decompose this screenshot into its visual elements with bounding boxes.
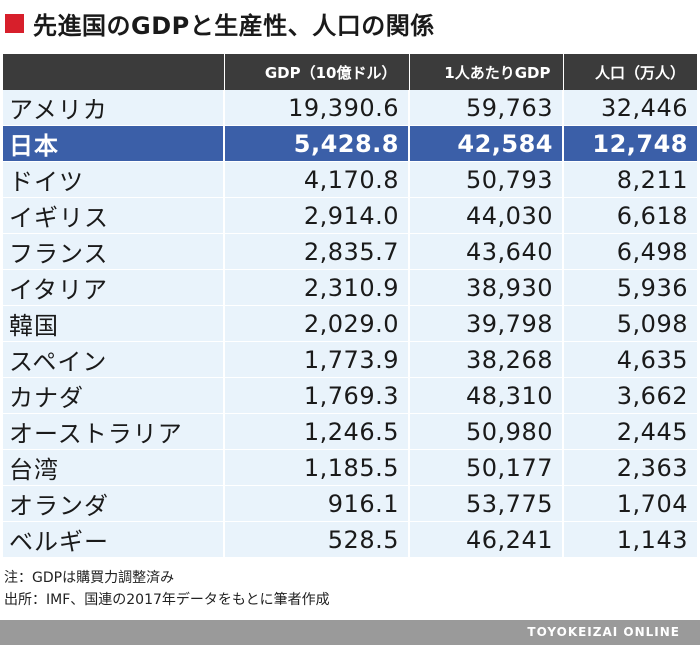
gdp-per-capita-cell: 50,177 bbox=[409, 449, 564, 486]
population-cell: 3,662 bbox=[563, 377, 697, 414]
column-header bbox=[3, 54, 225, 90]
gdp-per-capita-cell: 43,640 bbox=[409, 233, 564, 270]
gdp-cell: 528.5 bbox=[224, 521, 410, 558]
gdp-cell: 5,428.8 bbox=[224, 125, 410, 162]
table-row: オランダ 916.1 53,775 1,704 bbox=[3, 485, 697, 522]
table-row: 台湾 1,185.5 50,177 2,363 bbox=[3, 449, 697, 486]
gdp-per-capita-cell: 50,980 bbox=[409, 413, 564, 450]
table-row: アメリカ 19,390.6 59,763 32,446 bbox=[3, 90, 697, 126]
table-row: ベルギー 528.5 46,241 1,143 bbox=[3, 521, 697, 558]
table-row: イタリア 2,310.9 38,930 5,936 bbox=[3, 269, 697, 306]
gdp-cell: 1,773.9 bbox=[224, 341, 410, 378]
gdp-per-capita-cell: 38,930 bbox=[409, 269, 564, 306]
gdp-cell: 2,914.0 bbox=[224, 197, 410, 234]
country-cell: ベルギー bbox=[3, 521, 225, 558]
population-cell: 6,618 bbox=[563, 197, 697, 234]
gdp-cell: 19,390.6 bbox=[224, 90, 410, 126]
gdp-per-capita-cell: 39,798 bbox=[409, 305, 564, 342]
column-header-population: 人口（万人） bbox=[563, 54, 697, 90]
country-cell: 韓国 bbox=[3, 305, 225, 342]
table-row: フランス 2,835.7 43,640 6,498 bbox=[3, 233, 697, 270]
country-cell: オランダ bbox=[3, 485, 225, 522]
column-header-gdp-per-capita: 1人あたりGDP bbox=[409, 54, 564, 90]
gdp-per-capita-cell: 59,763 bbox=[409, 90, 564, 126]
population-cell: 6,498 bbox=[563, 233, 697, 270]
gdp-per-capita-cell: 42,584 bbox=[409, 125, 564, 162]
country-cell: フランス bbox=[3, 233, 225, 270]
population-cell: 5,098 bbox=[563, 305, 697, 342]
country-cell: アメリカ bbox=[3, 90, 225, 126]
population-cell: 12,748 bbox=[563, 125, 697, 162]
gdp-cell: 2,835.7 bbox=[224, 233, 410, 270]
table-row: ドイツ 4,170.8 50,793 8,211 bbox=[3, 161, 697, 198]
note-adjustment: 注：GDPは購買力調整済み bbox=[4, 570, 175, 586]
gdp-per-capita-cell: 50,793 bbox=[409, 161, 564, 198]
table-row: 韓国 2,029.0 39,798 5,098 bbox=[3, 305, 697, 342]
gdp-cell: 1,185.5 bbox=[224, 449, 410, 486]
population-cell: 1,143 bbox=[563, 521, 697, 558]
data-table: GDP（10億ドル） 1人あたりGDP 人口（万人） アメリカ 19,390.6 5… bbox=[3, 54, 697, 558]
population-cell: 4,635 bbox=[563, 341, 697, 378]
country-cell: イギリス bbox=[3, 197, 225, 234]
column-header-gdp: GDP（10億ドル） bbox=[224, 54, 410, 90]
table-row: カナダ 1,769.3 48,310 3,662 bbox=[3, 377, 697, 414]
country-cell: スペイン bbox=[3, 341, 225, 378]
gdp-cell: 916.1 bbox=[224, 485, 410, 522]
gdp-per-capita-cell: 44,030 bbox=[409, 197, 564, 234]
gdp-per-capita-cell: 53,775 bbox=[409, 485, 564, 522]
notes: 注：GDPは購買力調整済み 出所：IMF、国連の2017年データをもとに筆者作成 bbox=[4, 567, 330, 611]
gdp-per-capita-cell: 48,310 bbox=[409, 377, 564, 414]
country-cell: カナダ bbox=[3, 377, 225, 414]
country-cell: オーストラリア bbox=[3, 413, 225, 450]
note-source: 出所：IMF、国連の2017年データをもとに筆者作成 bbox=[4, 592, 330, 608]
table-row: イギリス 2,914.0 44,030 6,618 bbox=[3, 197, 697, 234]
population-cell: 2,363 bbox=[563, 449, 697, 486]
population-cell: 2,445 bbox=[563, 413, 697, 450]
footer-brand: TOYOKEIZAI ONLINE bbox=[0, 620, 700, 645]
country-cell: ドイツ bbox=[3, 161, 225, 198]
gdp-per-capita-cell: 46,241 bbox=[409, 521, 564, 558]
title-square-icon bbox=[5, 13, 24, 33]
table-row: スペイン 1,773.9 38,268 4,635 bbox=[3, 341, 697, 378]
title-bar: 先進国のGDPと生産性、人口の関係 bbox=[5, 6, 435, 40]
country-cell: イタリア bbox=[3, 269, 225, 306]
population-cell: 8,211 bbox=[563, 161, 697, 198]
country-cell: 日本 bbox=[3, 125, 225, 162]
gdp-cell: 4,170.8 bbox=[224, 161, 410, 198]
gdp-cell: 1,769.3 bbox=[224, 377, 410, 414]
country-cell: 台湾 bbox=[3, 449, 225, 486]
gdp-cell: 2,310.9 bbox=[224, 269, 410, 306]
table-body: アメリカ 19,390.6 59,763 32,446 日本 5,428.8 42,584 1… bbox=[3, 90, 697, 558]
table-row: 日本 5,428.8 42,584 12,748 bbox=[3, 125, 697, 162]
table-row: オーストラリア 1,246.5 50,980 2,445 bbox=[3, 413, 697, 450]
gdp-per-capita-cell: 38,268 bbox=[409, 341, 564, 378]
page-title: 先進国のGDPと生産性、人口の関係 bbox=[33, 11, 435, 40]
header-row: GDP（10億ドル） 1人あたりGDP 人口（万人） bbox=[3, 54, 697, 90]
population-cell: 32,446 bbox=[563, 90, 697, 126]
gdp-cell: 1,246.5 bbox=[224, 413, 410, 450]
population-cell: 1,704 bbox=[563, 485, 697, 522]
population-cell: 5,936 bbox=[563, 269, 697, 306]
gdp-cell: 2,029.0 bbox=[224, 305, 410, 342]
